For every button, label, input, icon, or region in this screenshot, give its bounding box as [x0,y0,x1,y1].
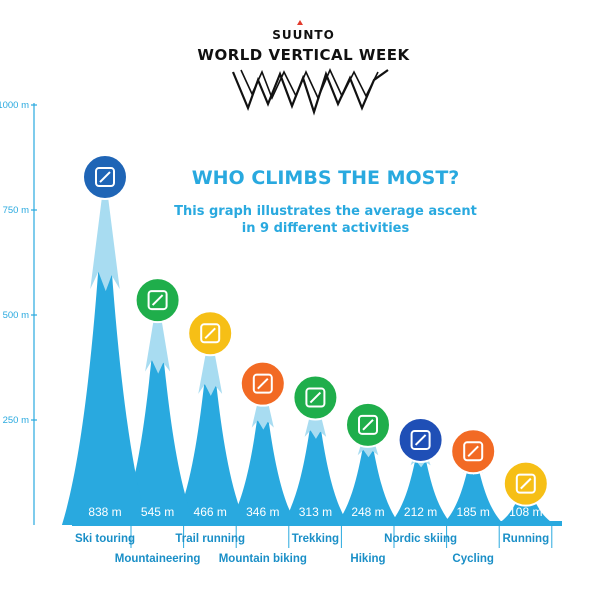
y-tick-label: 750 m [3,205,29,216]
value-label: 248 m [351,505,384,519]
mountain-peak-4 [281,393,350,525]
value-label: 545 m [141,505,174,519]
mountaineering-icon [134,277,181,324]
brand-name: SUUNTO [272,28,335,42]
mountain-peak-1 [119,296,196,525]
nordic-skiing-icon [397,416,444,463]
category-label: Trail running [175,533,245,545]
category-label: Trekking [292,533,339,545]
snow-cap-1 [145,296,171,374]
mountain-biking-icon [239,360,286,407]
y-tick-label: 1000 m [0,100,29,111]
category-label: Cycling [452,553,494,565]
mountain-peak-3 [228,379,298,525]
y-tick-label: 500 m [3,310,29,321]
value-label: 838 m [88,505,121,519]
snow-cap-2 [198,329,223,396]
chart-title: WHO CLIMBS THE MOST? [191,167,460,189]
trail-running-icon [187,310,234,357]
brand-mark-icon [297,20,303,25]
y-axis: 250 m 500 m 750 m 1000 m [0,100,37,525]
value-label: 466 m [194,505,227,519]
brand-event: WORLD VERTICAL WEEK [197,46,410,64]
category-label: Ski touring [75,533,135,545]
mountain-peak-2 [173,329,247,525]
ground-base [72,521,562,526]
mountain-peak-0 [61,173,149,526]
category-label: Hiking [350,553,385,565]
ski-touring-icon [82,154,128,201]
value-label: 212 m [404,505,437,519]
value-label: 346 m [246,505,279,519]
value-label: 185 m [457,505,490,519]
value-label: 313 m [299,505,332,519]
category-label: Nordic skiing [384,533,457,545]
activity-icons [82,154,549,507]
mountain-peak-5 [335,420,401,525]
hiking-icon [345,401,391,448]
category-label: Mountaineering [115,553,201,565]
category-label: Running [502,533,549,545]
subtitle-line-2: in 9 different activities [241,221,410,236]
mountain-peak-6 [388,435,453,525]
snow-cap-0 [90,173,120,292]
category-labels: Ski touring Mountaineering Trail running Mo… [75,533,549,565]
trekking-icon [292,374,339,421]
running-icon [502,460,549,507]
y-tick-label: 250 m [3,415,29,426]
value-label: 108 m [509,505,542,519]
chart-subtitle: This graph illustrates the average ascen… [22,203,607,237]
cycling-icon [450,428,497,475]
subtitle-line-1: This graph illustrates the average ascen… [174,204,477,219]
wvw-logo [231,20,389,116]
mountain-peak-7 [441,447,505,525]
value-labels: 838 m 545 m 466 m 346 m 313 m 248 m 212 m 185 m… [88,505,542,519]
activity-tick-marks [130,525,553,548]
category-label: Mountain biking [219,553,307,565]
